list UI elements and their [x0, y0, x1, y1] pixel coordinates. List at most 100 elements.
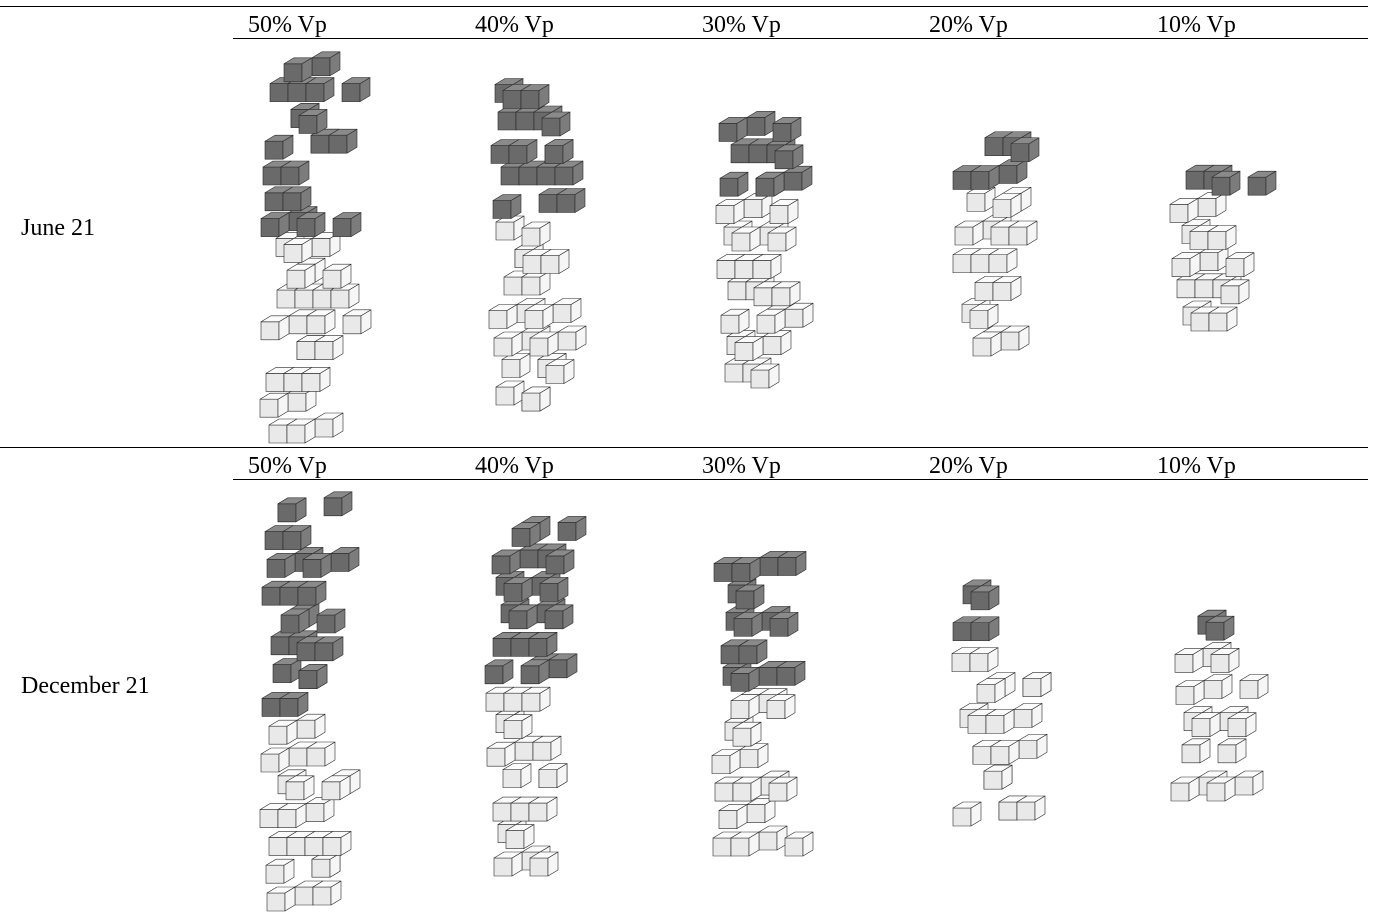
lit-cube-face: [540, 255, 560, 274]
lit-cube-face: [724, 363, 744, 383]
lit-cube-face: [720, 314, 740, 334]
shaded-cube-top: [548, 653, 578, 661]
shaded-cube-top: [282, 525, 312, 532]
lit-cube-top: [1169, 198, 1199, 205]
lit-cube-face: [268, 424, 288, 444]
lit-cube-face: [260, 753, 280, 773]
lit-cube-face: [1194, 279, 1214, 299]
shaded-cube-top: [545, 549, 575, 557]
lit-cube-face: [557, 331, 577, 351]
lit-cube-top: [720, 308, 750, 316]
lit-cube-face: [312, 289, 332, 309]
shaded-cube-top: [264, 134, 294, 142]
lit-cube-top: [495, 380, 525, 388]
lit-cube-top: [992, 276, 1022, 283]
shaded-cube-face: [539, 583, 559, 602]
lit-cube-face: [718, 810, 738, 829]
lit-cube-face: [1018, 739, 1038, 759]
shaded-cube-top: [1197, 609, 1227, 617]
shaded-cube-top: [1203, 164, 1233, 172]
shaded-cube-top: [298, 664, 328, 671]
lit-cube-face: [1190, 312, 1210, 332]
lit-cube-face: [488, 310, 508, 329]
shaded-cube-top: [557, 516, 587, 523]
shaded-cube-top: [776, 660, 806, 668]
lit-cube-top: [322, 263, 352, 271]
lit-cube-face: [990, 745, 1010, 765]
lit-cube-face: [521, 227, 541, 247]
shaded-cube-top: [718, 117, 748, 124]
shaded-cube-face: [536, 166, 556, 186]
lit-cube-top: [260, 747, 290, 755]
shaded-cube-face: [952, 622, 972, 642]
lit-cube-face: [294, 289, 314, 309]
lit-cube-top: [758, 825, 788, 833]
shaded-cube-top: [769, 612, 799, 619]
shaded-cube-face: [262, 166, 282, 186]
lit-cube-face: [1022, 678, 1042, 697]
shaded-cube-face: [730, 144, 750, 164]
lit-cube-top: [1182, 300, 1212, 308]
lit-cube-face: [529, 857, 549, 877]
shaded-cube-face: [305, 83, 325, 102]
shaded-cube-face: [298, 115, 318, 134]
lit-cube-top: [715, 199, 745, 206]
shaded-cube-face: [772, 123, 792, 142]
lit-cube-face: [1199, 252, 1219, 271]
lit-cube-top: [976, 678, 1006, 685]
lit-cube-face: [966, 192, 986, 212]
shaded-cube-top: [328, 128, 358, 136]
lit-cube-face: [1169, 204, 1189, 223]
shaded-cube-face: [518, 166, 538, 186]
lit-cube-top: [538, 763, 568, 770]
lit-cube-face: [753, 287, 773, 307]
shaded-cube-top: [1247, 170, 1277, 178]
lit-cube-face: [286, 269, 306, 289]
lit-cube-top: [532, 735, 562, 743]
shaded-cube-face: [282, 192, 302, 212]
shaded-cube-face: [266, 559, 286, 578]
lit-cube-face: [952, 254, 972, 274]
shaded-cube-top: [520, 659, 550, 667]
lit-cube-face: [972, 745, 992, 765]
lit-cube-face: [1174, 654, 1194, 673]
lit-cube-top: [972, 331, 1002, 339]
shaded-cube-top: [1205, 615, 1235, 623]
lit-cube-face: [985, 715, 1005, 734]
shaded-cube-face: [1010, 143, 1030, 163]
lit-cube-top: [730, 694, 760, 702]
lit-cube-face: [259, 398, 279, 418]
lit-cube-face: [265, 373, 285, 392]
lit-cube-face: [552, 304, 572, 323]
lit-cube-face: [988, 254, 1008, 274]
shaded-cube-face: [970, 622, 990, 642]
lit-cube-face: [486, 747, 506, 767]
shaded-cube-face: [310, 134, 330, 154]
shaded-cube-top: [316, 608, 346, 616]
shaded-cube-face: [984, 137, 1004, 157]
lit-cube-face: [734, 260, 754, 279]
shaded-cube-top: [492, 194, 522, 201]
shaded-cube-top: [494, 78, 524, 85]
shaded-cube-face: [279, 586, 299, 606]
lit-cube-face: [766, 700, 786, 720]
lit-cube-face: [784, 837, 804, 857]
lit-cube-face: [521, 392, 541, 412]
lit-cube-top: [766, 694, 796, 702]
lit-cube-top: [952, 801, 982, 809]
lit-cube-face: [296, 719, 316, 739]
lit-cube-face: [532, 741, 552, 761]
lit-cube-face: [1227, 718, 1247, 737]
shaded-cube-face: [998, 165, 1018, 184]
lit-cube-top: [557, 325, 587, 333]
lit-cube-top: [266, 886, 296, 894]
lit-cube-top: [734, 336, 764, 343]
lit-cube-face: [998, 801, 1018, 821]
column-header-40: 40% Vp: [475, 453, 554, 479]
lit-cube-face: [503, 276, 523, 296]
lit-cube-top: [750, 363, 780, 371]
shaded-cube-top: [730, 666, 760, 674]
shaded-cube-face: [282, 531, 302, 550]
shaded-cube-face: [264, 140, 284, 160]
lit-cube-top: [1022, 672, 1052, 679]
